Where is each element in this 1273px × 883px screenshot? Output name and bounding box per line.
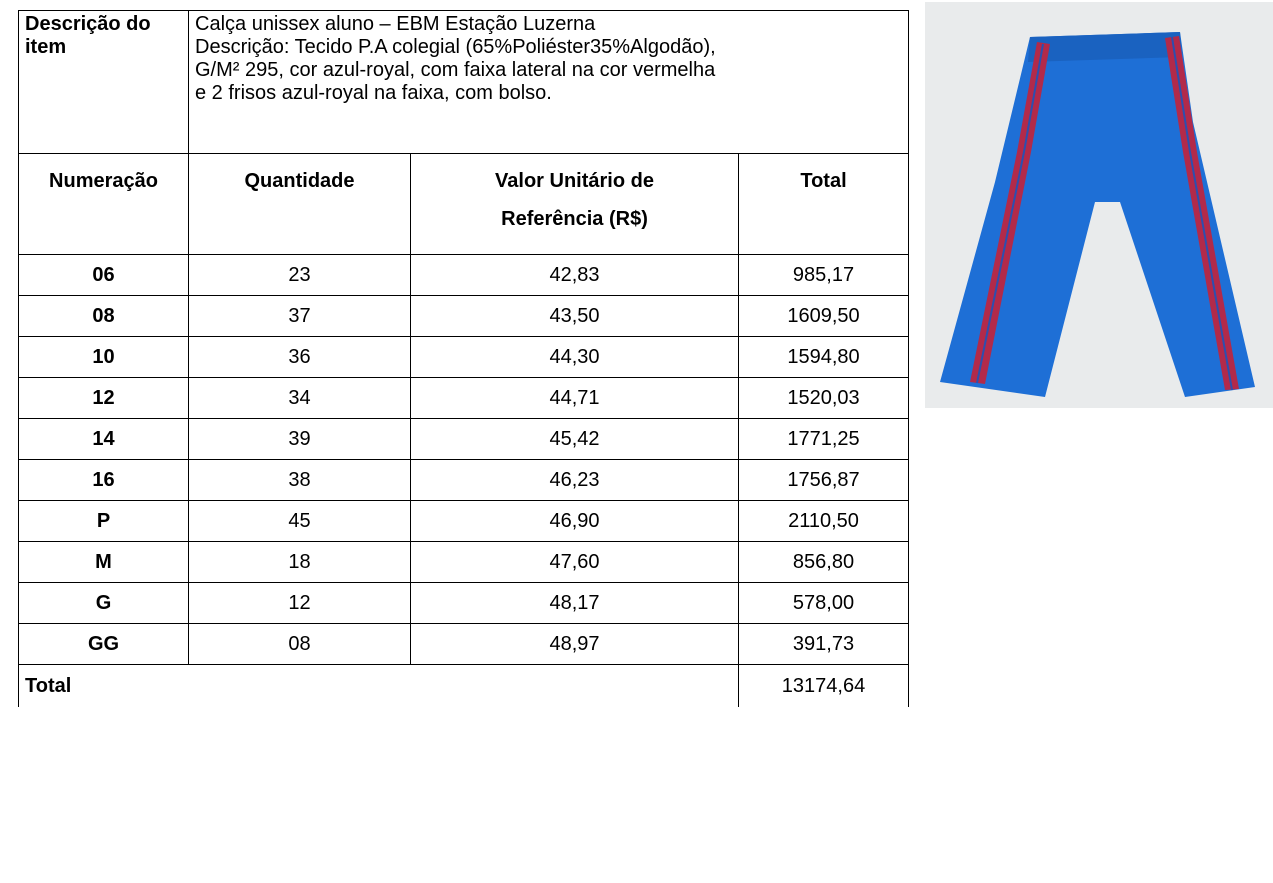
description-line: G/M² 295, cor azul-royal, com faixa late… (195, 59, 902, 82)
cell: 48,97 (411, 624, 739, 665)
cell: 38 (189, 460, 411, 501)
cell: 985,17 (739, 255, 909, 296)
product-photo (925, 2, 1273, 408)
size-cell: GG (19, 624, 189, 665)
total-value: 13174,64 (739, 665, 909, 708)
cell: 1520,03 (739, 378, 909, 419)
cell: 42,83 (411, 255, 739, 296)
description-line: Calça unissex aluno – EBM Estação Luzern… (195, 13, 902, 36)
cell: 12 (189, 583, 411, 624)
size-cell: 06 (19, 255, 189, 296)
size-cell: 16 (19, 460, 189, 501)
cell: 1609,50 (739, 296, 909, 337)
cell: 44,71 (411, 378, 739, 419)
cell: 1594,80 (739, 337, 909, 378)
cell: 2110,50 (739, 501, 909, 542)
size-cell: G (19, 583, 189, 624)
size-cell: P (19, 501, 189, 542)
header-line: Valor Unitário de (417, 162, 732, 200)
column-header: Quantidade (189, 154, 411, 255)
description-line: Descrição: Tecido P.A colegial (65%Polié… (195, 36, 902, 59)
size-cell: M (19, 542, 189, 583)
item-description: Calça unissex aluno – EBM Estação Luzern… (189, 11, 909, 154)
cell: 23 (189, 255, 411, 296)
size-cell: 14 (19, 419, 189, 460)
cell: 34 (189, 378, 411, 419)
size-cell: 12 (19, 378, 189, 419)
cell: 856,80 (739, 542, 909, 583)
total-label: Total (19, 665, 739, 708)
cell: 1771,25 (739, 419, 909, 460)
cell: 46,90 (411, 501, 739, 542)
column-header: Total (739, 154, 909, 255)
cell: 43,50 (411, 296, 739, 337)
cell: 18 (189, 542, 411, 583)
cell: 1756,87 (739, 460, 909, 501)
size-cell: 10 (19, 337, 189, 378)
description-line: e 2 frisos azul-royal na faixa, com bols… (195, 82, 902, 105)
price-table: Descrição do item Calça unissex aluno – … (18, 10, 909, 707)
page: Descrição do item Calça unissex aluno – … (0, 0, 1273, 883)
cell: 39 (189, 419, 411, 460)
cell: 47,60 (411, 542, 739, 583)
cell: 46,23 (411, 460, 739, 501)
cell: 44,30 (411, 337, 739, 378)
cell: 391,73 (739, 624, 909, 665)
cell: 578,00 (739, 583, 909, 624)
cell: 08 (189, 624, 411, 665)
cell: 48,17 (411, 583, 739, 624)
cell: 45 (189, 501, 411, 542)
item-row: Descrição do item Calça unissex aluno – … (19, 11, 909, 154)
cell: 37 (189, 296, 411, 337)
size-cell: 08 (19, 296, 189, 337)
cell: 36 (189, 337, 411, 378)
column-header: Numeração (19, 154, 189, 255)
header-line: Referência (R$) (417, 200, 732, 238)
cell: 45,42 (411, 419, 739, 460)
table-body: Descrição do item Calça unissex aluno – … (19, 11, 909, 708)
item-label: Descrição do item (19, 11, 189, 154)
